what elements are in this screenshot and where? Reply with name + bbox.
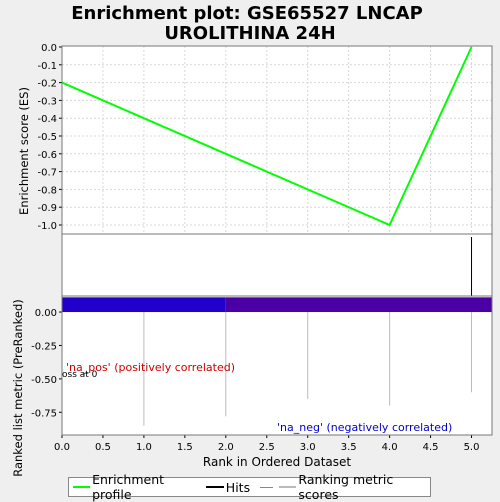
es-ytick-label: -0.6 [37, 150, 57, 161]
es-panel: 0.0 -0.1 -0.2 -0.3 -0.4 -0.5 -0.6 -0.7 -0.8 -0.9 -… [37, 43, 493, 235]
es-plot-area [62, 46, 492, 234]
metric-xtick-label: 2.0 [218, 442, 234, 453]
legend-item-hits: Hits [205, 479, 251, 495]
hits-panel [61, 233, 493, 297]
es-ytick-label: -0.2 [37, 79, 57, 90]
legend-item-ranking-metric: Ranking metric scores [254, 472, 430, 502]
es-y-axis-label: Enrichment score (ES) [17, 87, 31, 215]
metric-ytick-label: -0.25 [31, 341, 57, 352]
metric-xtick-label: 4.5 [423, 442, 439, 453]
metric-color-band [62, 297, 226, 313]
metric-y-axis-label: Ranked list metric (PreRanked) [11, 299, 25, 477]
es-ytick-label: -0.4 [37, 114, 57, 125]
na-neg-annotation: 'na_neg' (negatively correlated) [277, 421, 452, 434]
es-ytick-label: -0.1 [37, 61, 57, 72]
chart-title-line1: Enrichment plot: GSE65527 LNCAP [71, 3, 423, 24]
legend-swatch-enrichment [73, 486, 91, 488]
metric-plot-area [62, 296, 492, 435]
metric-color-band [225, 297, 493, 313]
metric-xtick-label: 1.0 [136, 442, 152, 453]
na-pos-annotation: 'na_pos' (positively correlated) [66, 361, 235, 374]
legend-item-enrichment-profile: Enrichment profile [73, 472, 202, 502]
metric-ytick-label: -0.75 [31, 408, 57, 419]
legend-label-hits: Hits [225, 479, 251, 495]
es-ytick-label: 0.0 [41, 43, 57, 54]
metric-xtick-label: 0.0 [54, 442, 70, 453]
legend-swatch-hits [205, 486, 224, 488]
ranked-metric-panel: 0.00 -0.25 -0.50 -0.75 0.0 0.5 1.0 1.5 2.0 2.5 3.0… [31, 295, 493, 453]
metric-plot-frame [61, 295, 493, 436]
chart-legend: Enrichment profile Hits Ranking metric s… [68, 472, 431, 502]
es-ytick-label: -1.0 [37, 221, 57, 232]
enrichment-profile-line [61, 46, 473, 227]
zero-crossing-note: oss at 0 [62, 370, 98, 380]
es-ytick-label: -0.7 [37, 168, 57, 179]
x-axis-label: Rank in Ordered Dataset [203, 455, 351, 469]
metric-xtick-label: 2.5 [259, 442, 275, 453]
legend-swatch-ranking-2 [279, 486, 297, 488]
legend-swatch-ranking [260, 486, 274, 488]
metric-xtick-label: 4.0 [382, 442, 398, 453]
es-ytick-label: -0.5 [37, 132, 57, 143]
legend-label-ranking: Ranking metric scores [298, 472, 394, 502]
legend-label-enrichment: Enrichment profile [92, 472, 165, 502]
metric-xtick-label: 0.5 [95, 442, 111, 453]
metric-xtick-label: 3.5 [341, 442, 357, 453]
es-ytick-label: -0.9 [37, 203, 57, 214]
es-ytick-label: -0.3 [37, 96, 57, 107]
metric-ytick-label: -0.50 [31, 375, 57, 386]
metric-xtick-label: 3.0 [300, 442, 316, 453]
es-ytick-label: -0.8 [37, 185, 57, 196]
hits-plot-area [62, 234, 492, 296]
metric-ytick-label: 0.00 [35, 308, 57, 319]
chart-title-line2: UROLITHINA 24H [164, 23, 335, 44]
metric-xtick-label: 5.0 [464, 442, 480, 453]
metric-xtick-label: 1.5 [177, 442, 193, 453]
